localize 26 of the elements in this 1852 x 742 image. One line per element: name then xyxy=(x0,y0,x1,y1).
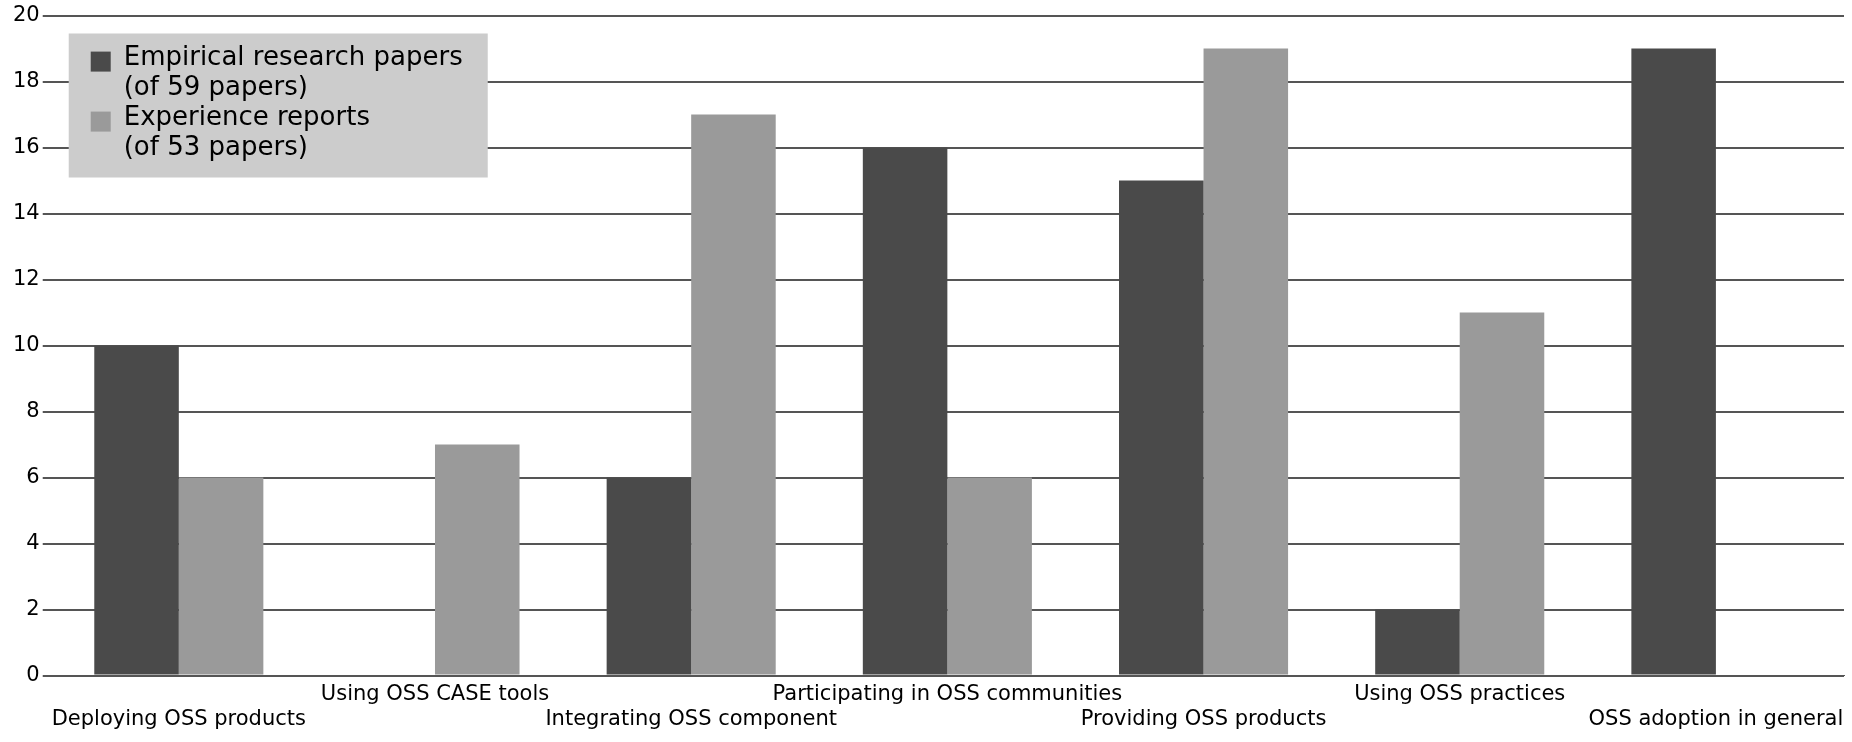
bar xyxy=(691,114,776,675)
y-tick-label: 14 xyxy=(12,200,40,225)
y-tick-label: 4 xyxy=(26,530,40,555)
bar xyxy=(435,444,520,675)
x-tick-label: Participating in OSS communities xyxy=(772,680,1123,705)
x-tick-label: Deploying OSS products xyxy=(51,705,306,730)
y-tick-label: 18 xyxy=(12,68,40,93)
y-tick-label: 12 xyxy=(12,266,40,291)
legend-label: Experience reports (of 53 papers) xyxy=(123,101,370,162)
x-tick-label: Using OSS practices xyxy=(1354,680,1566,705)
y-tick-label: 10 xyxy=(12,332,40,357)
y-tick-label: 16 xyxy=(12,134,40,159)
x-tick-label: Integrating OSS component xyxy=(545,705,837,730)
legend-label: Empirical research papers (of 59 papers) xyxy=(123,41,463,102)
x-tick-label: Using OSS CASE tools xyxy=(320,680,550,705)
x-tick-label: Providing OSS products xyxy=(1080,705,1327,730)
bar xyxy=(947,477,1032,675)
bar xyxy=(178,477,264,675)
x-tick-label: OSS adoption in general xyxy=(1588,705,1844,730)
y-tick-label: 0 xyxy=(26,662,40,687)
y-tick-label: 8 xyxy=(26,398,40,423)
y-tick-label: 20 xyxy=(12,2,40,27)
bar xyxy=(1459,312,1545,675)
bar xyxy=(1203,48,1289,675)
y-tick-label: 2 xyxy=(26,596,40,621)
y-tick-label: 6 xyxy=(26,464,40,489)
